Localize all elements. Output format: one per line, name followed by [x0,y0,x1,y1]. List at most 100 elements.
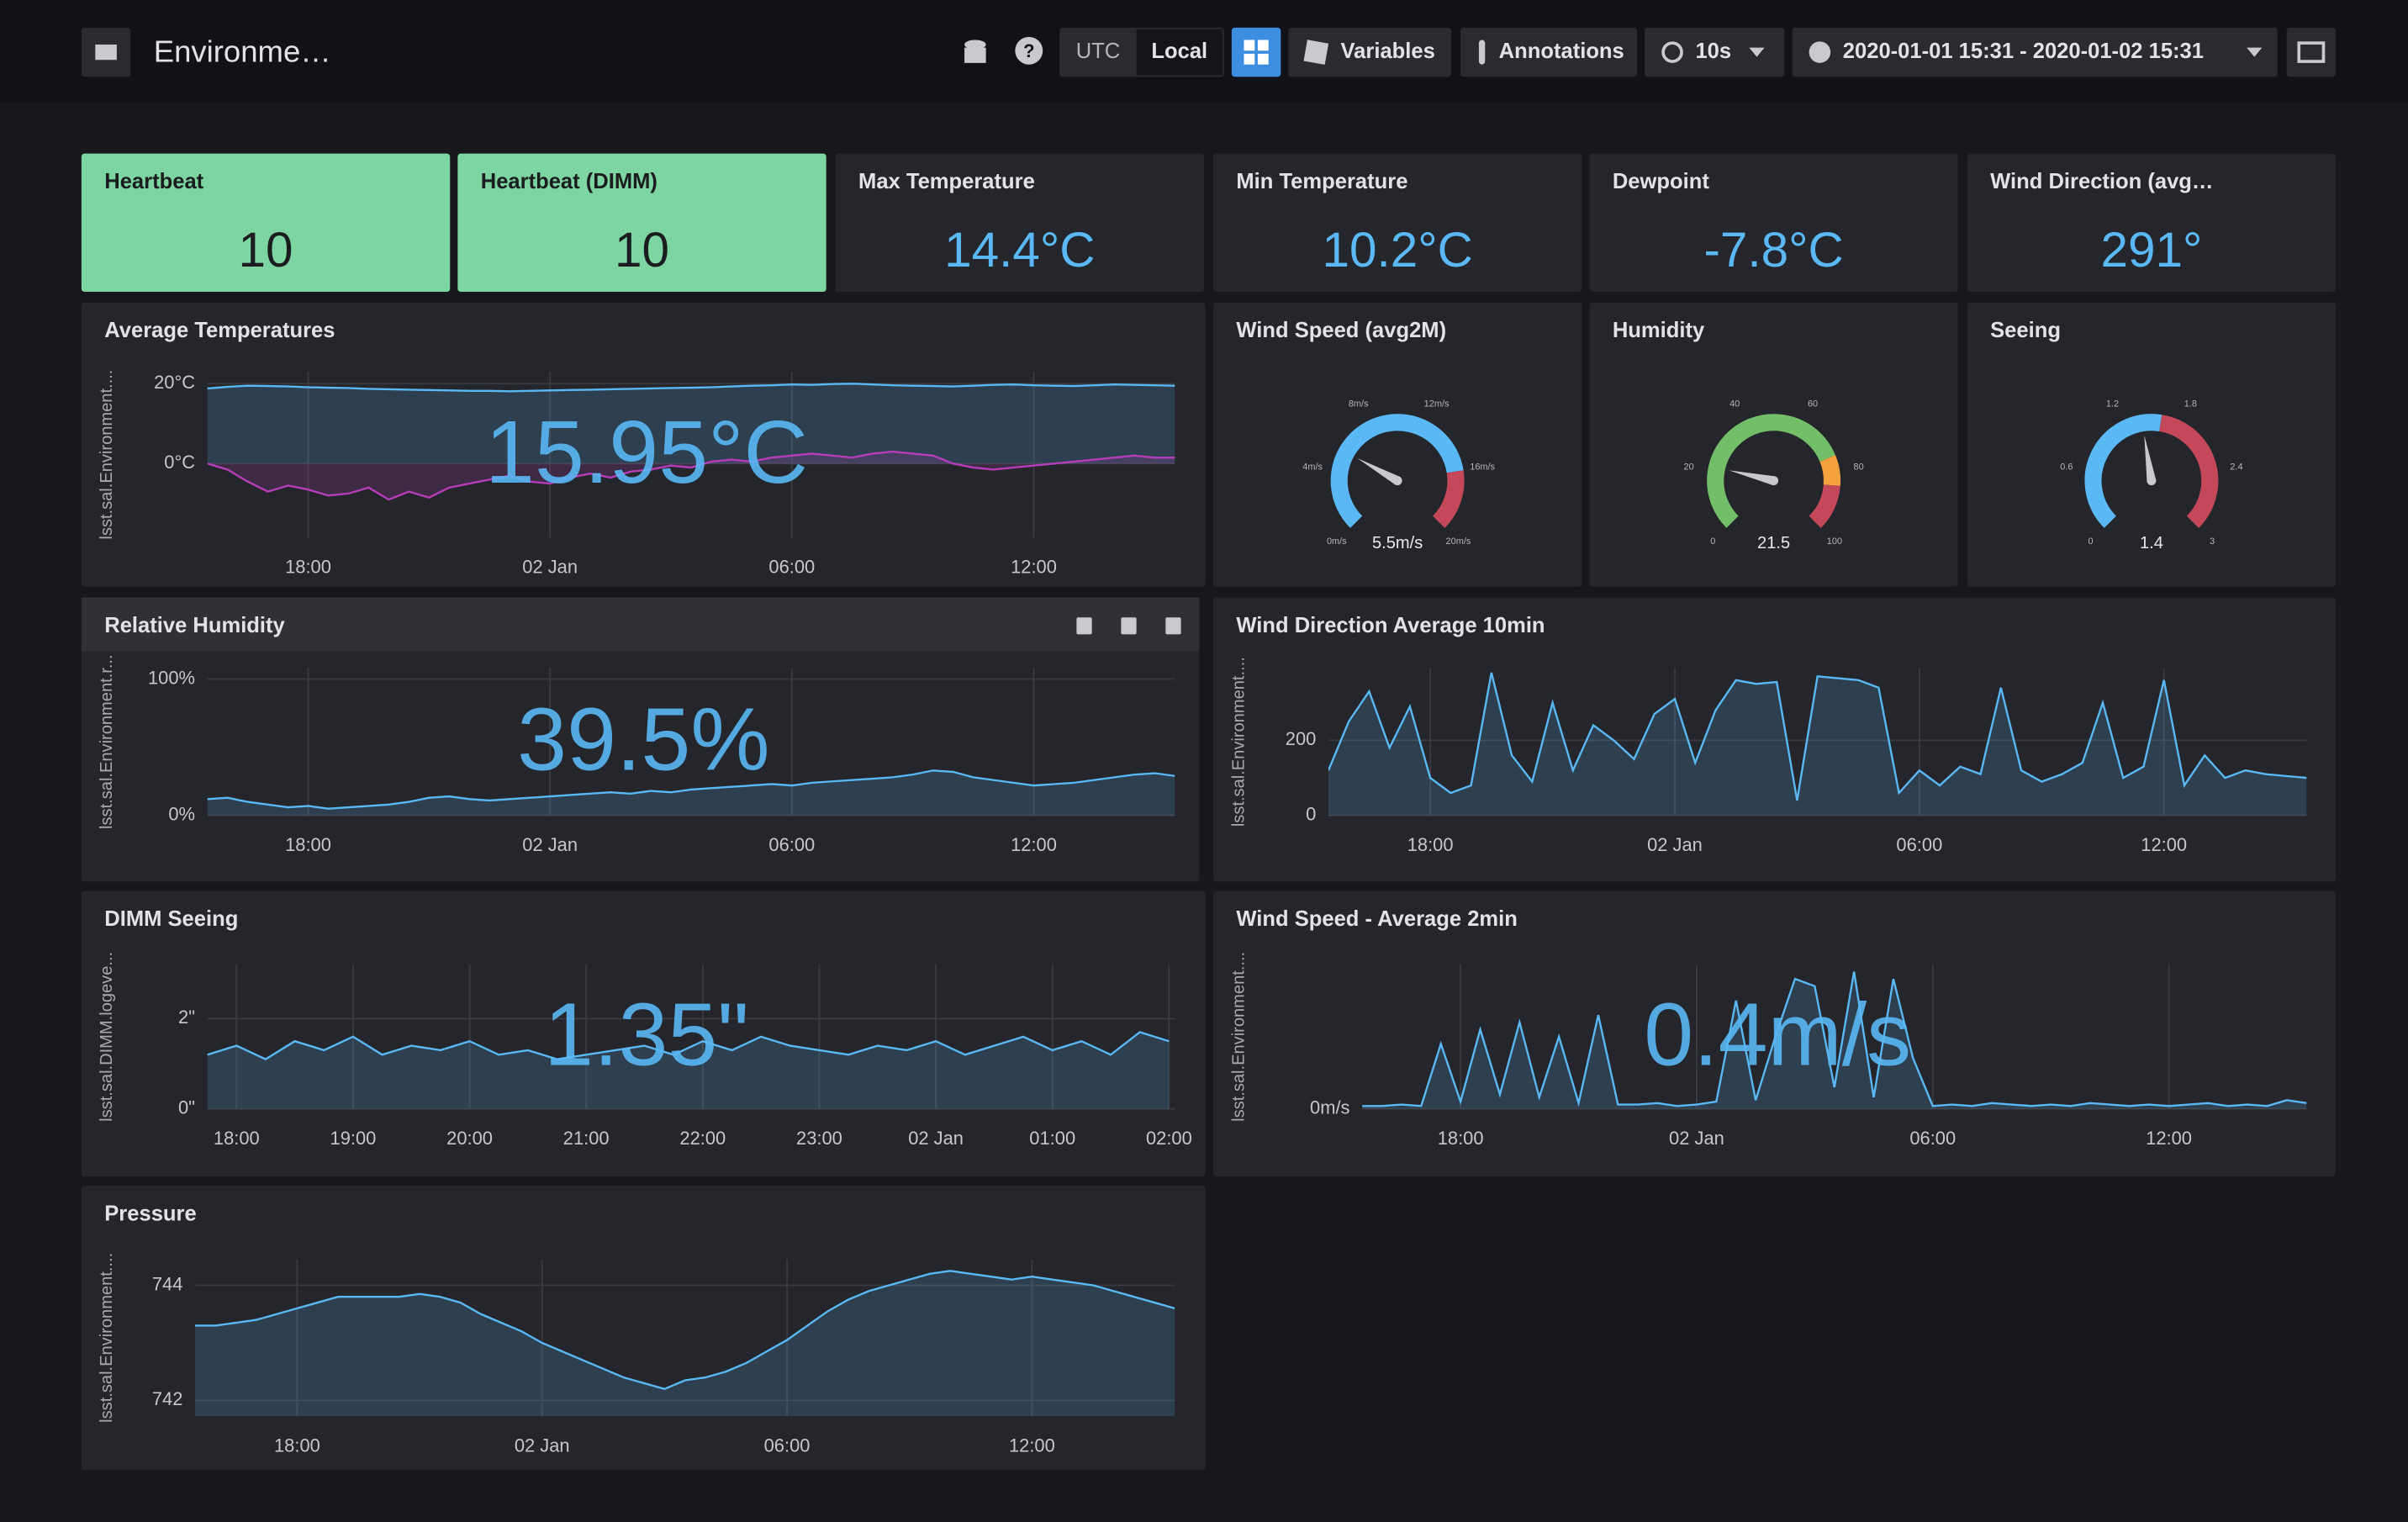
refresh-icon [1661,41,1683,63]
series-line [207,769,1175,810]
gauge-tick-label: 16m/s [1470,462,1495,473]
panel-action-icon[interactable] [1121,617,1137,635]
pin-icon [1478,40,1486,65]
stat-value: 10 [615,223,669,277]
gauge-band [1432,470,1465,528]
time-picker[interactable] [1792,27,2278,77]
x-tick-label: 02 Jan [1669,1128,1724,1149]
y-tick-label: 0 [1306,804,1316,825]
panel-title: Relative Humidity [104,614,285,637]
gauge-tick-label: 1.8 [2184,399,2197,409]
gauge-hub [2147,476,2157,486]
panel-title: Humidity [1613,319,1705,342]
stat-title: Max Temperature [858,170,1035,193]
y-axis-label: lsst.sal.Environment.r... [98,654,116,829]
y-axis-label: lsst.sal.Environment.... [1229,657,1248,827]
annotations-button[interactable] [1460,27,1638,77]
series-line [195,1270,1175,1391]
gauge-band [1819,455,1841,486]
timezone-option[interactable]: Local [1151,40,1207,63]
x-tick-label: 01:00 [1029,1128,1075,1149]
gauge-tick-label: 0.6 [2060,462,2073,473]
panel-title: Average Temperatures [104,319,335,342]
stat-title: Dewpoint [1613,170,1710,193]
button-label[interactable]: Annotations [1499,40,1624,63]
series-line [1362,971,2307,1107]
gauge-tick-label: 0m/s [1327,536,1347,547]
gauge-tick-label: 0 [2089,536,2094,547]
series-area [207,383,1175,464]
x-tick-label: 06:00 [768,834,815,855]
gauge-tick-label: 2.4 [2230,462,2242,473]
datasource-icon[interactable] [964,40,986,63]
add-panel-button[interactable] [1231,27,1281,77]
dashboard-title[interactable]: Environme… [154,34,331,69]
series-area [207,1032,1170,1109]
panel-title: Seeing [1990,319,2061,342]
gauge-tick-label: 0 [1710,536,1715,547]
panel-title: Pressure [104,1202,196,1225]
kiosk-button[interactable] [2286,27,2337,77]
y-axis-label: lsst.sal.Environment.... [98,370,116,540]
gauge-value: 5.5m/s [1372,534,1423,552]
refresh-interval[interactable]: 10s [1695,40,1731,63]
gauge-band [2158,415,2219,528]
stat-panel [835,153,1204,293]
gauge-tick-label: 80 [1854,462,1864,473]
button-label[interactable]: Variables [1341,40,1435,63]
x-tick-label: 12:00 [2141,834,2187,855]
x-tick-label: 02 Jan [522,557,578,578]
stat-panel [81,153,451,293]
y-tick-label: 100% [148,667,195,688]
x-tick-label: 18:00 [274,1435,320,1456]
gauge-tick-label: 12m/s [1424,399,1450,409]
big-value: 0.4m/s [1644,985,1911,1084]
x-tick-label: 20:00 [446,1128,493,1149]
graph-panel [81,302,1206,587]
x-tick-label: 06:00 [1909,1128,1956,1149]
stat-panel [1212,153,1582,293]
caret [2247,47,2263,57]
series-area [1362,971,2307,1109]
series-area [1328,672,2307,816]
gauge-band [1330,414,1464,528]
graph-panel [81,1186,1206,1470]
x-tick-label: 02 Jan [515,1435,570,1456]
x-tick-label: 06:00 [764,1435,811,1456]
big-value: 39.5% [517,690,769,790]
x-tick-label: 18:00 [285,834,331,855]
gauge-tick-label: 40 [1729,399,1740,409]
stat-value: 10 [239,223,293,277]
x-tick-label: 02 Jan [522,834,578,855]
refresh-button[interactable] [1645,27,1785,77]
big-value: 15.95°C [485,403,808,502]
gauge-needle [1729,470,1775,486]
x-tick-label: 02 Jan [1647,834,1703,855]
svg-text:?: ? [1023,40,1034,61]
y-axis-label: lsst.sal.Environment.... [98,1253,116,1423]
timezone-option[interactable]: UTC [1076,40,1121,63]
gauge-band [1809,484,1840,528]
panel-action-icon[interactable] [1165,617,1181,635]
help-icon[interactable]: ? [1015,36,1043,65]
panel-header-hover [81,597,1200,652]
gauge-panel [1589,302,1958,587]
x-tick-label: 18:00 [1407,834,1454,855]
y-tick-label: 200 [1286,728,1317,749]
series-line [207,1031,1170,1061]
x-tick-label: 18:00 [285,557,331,578]
apps-button[interactable] [81,27,131,77]
graph-panel [81,597,1200,882]
graph-panel [81,890,1206,1177]
gauge-needle [2144,435,2157,482]
gauge-panel [1967,302,2337,587]
time-range[interactable]: 2020-01-01 15:31 - 2020-01-02 15:31 [1843,40,2204,63]
y-tick-label: 0m/s [1310,1097,1350,1118]
panel-title: Wind Direction Average 10min [1236,614,1545,637]
variables-button[interactable] [1288,27,1452,77]
x-tick-label: 18:00 [214,1128,260,1149]
y-axis-label: lsst.sal.DIMM.logeve... [98,952,116,1122]
panel-action-icon[interactable] [1076,617,1092,635]
